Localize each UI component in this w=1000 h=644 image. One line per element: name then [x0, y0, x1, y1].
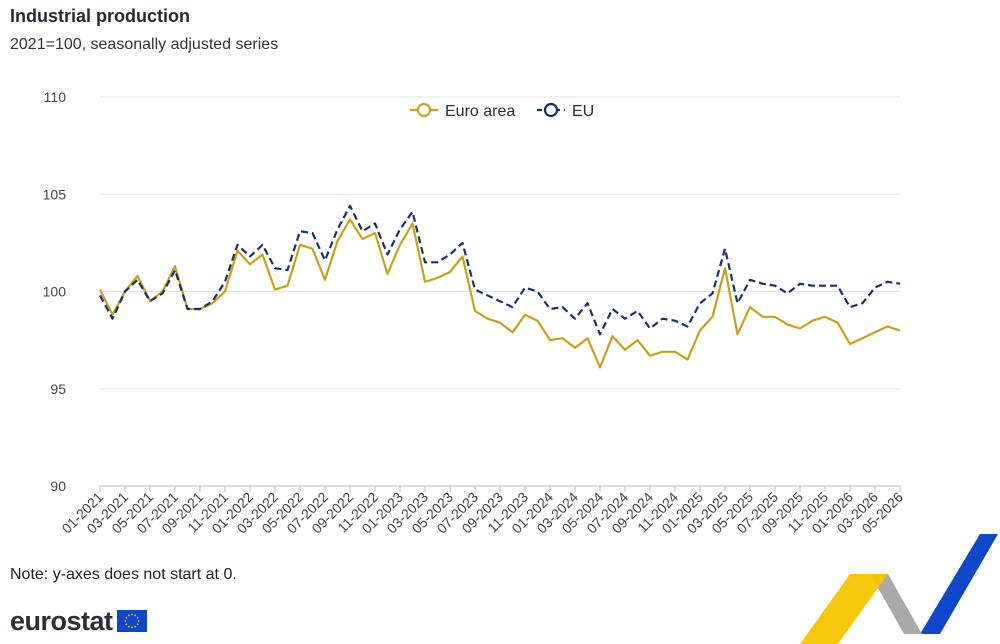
y-tick-label: 110: [44, 89, 67, 105]
series-line-euro-area[interactable]: [99, 218, 901, 369]
series-line-eu[interactable]: [99, 204, 901, 336]
y-tick-label: 105: [43, 186, 67, 202]
legend-item-euro-area[interactable]: Euro area: [410, 102, 515, 120]
x-axis-ticks: 01-202103-202105-202107-202109-202111-20…: [58, 486, 906, 536]
legend-marker: [416, 102, 432, 118]
y-tick-label: 90: [50, 478, 66, 494]
series-lines: [99, 204, 901, 369]
decorative-ribbon-icon: [800, 534, 998, 644]
y-axis-ticks: 90 95 100 105 110: [43, 89, 67, 494]
chart-note: Note: y-axes does not start at 0.: [10, 566, 237, 583]
y-tick-label: 100: [43, 284, 67, 300]
legend-label: Euro area: [445, 103, 515, 120]
chart-subtitle: 2021=100, seasonally adjusted series: [10, 36, 279, 53]
eurostat-logo[interactable]: eurostat: [10, 606, 147, 636]
y-tick-label: 95: [50, 381, 66, 397]
legend-marker: [543, 102, 559, 118]
legend[interactable]: Euro area EU: [410, 102, 594, 120]
grid-lines: [100, 96, 900, 487]
logo-text: eurostat: [10, 605, 113, 636]
legend-item-eu[interactable]: EU: [537, 102, 594, 120]
chart-title: Industrial production: [10, 6, 190, 26]
line-chart: 90 95 100 105 110 01-202103-202105-202107-20…: [43, 89, 907, 536]
eu-flag-icon: [116, 610, 147, 632]
legend-label: EU: [572, 103, 594, 120]
